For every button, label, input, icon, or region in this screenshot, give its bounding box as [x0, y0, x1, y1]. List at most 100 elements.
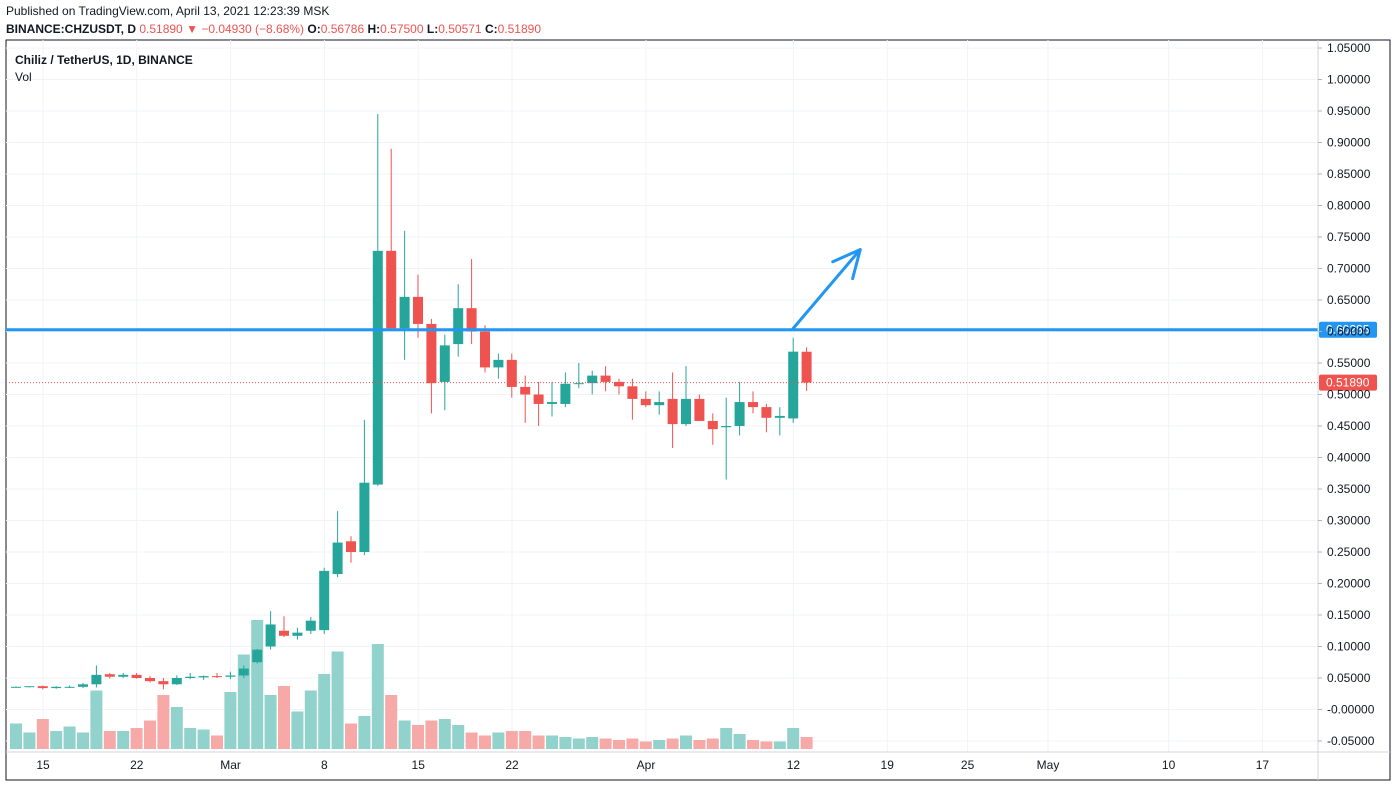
y-tick-label: 0.20000 [1327, 577, 1371, 591]
candle-body [386, 250, 397, 329]
candle-body [171, 678, 182, 685]
y-tick-label: 0.15000 [1327, 608, 1371, 622]
down-arrow-icon: ▼ [186, 22, 198, 36]
volume-bar [666, 738, 679, 749]
candle-body [761, 407, 772, 418]
volume-bar [318, 674, 331, 749]
volume-bar [278, 686, 290, 749]
volume-bar [773, 741, 786, 749]
candle-body [640, 398, 651, 406]
candle-body [24, 686, 35, 688]
volume-bar [291, 711, 304, 749]
candle-body [721, 426, 732, 428]
candle-body [426, 323, 437, 384]
volume-bar [251, 620, 264, 749]
open-value: 0.56786 [320, 22, 365, 36]
arrow-icon [791, 248, 862, 330]
candle-body [305, 620, 316, 631]
volume-bar [103, 731, 116, 749]
candle-body [11, 686, 21, 688]
volume-bar [63, 726, 76, 749]
volume-bar [237, 654, 250, 749]
high-value: 0.57500 [380, 22, 424, 36]
y-tick-label: 0.75000 [1327, 230, 1371, 244]
series-legend[interactable]: Chiliz / TetherUS, 1D, BINANCE [15, 53, 193, 67]
volume-bar [304, 690, 317, 749]
volume-bar [77, 732, 89, 749]
volume-bar [425, 720, 438, 749]
volume-bar [706, 738, 719, 749]
candle-body [694, 398, 705, 421]
volume-bar [519, 731, 532, 749]
volume-bar [197, 729, 210, 749]
volume-bar [385, 695, 398, 749]
candle-body [573, 383, 584, 385]
volume-legend[interactable]: Vol [15, 70, 32, 84]
candle-body [51, 686, 62, 689]
x-tick-label: Mar [220, 758, 241, 772]
x-tick-label: 12 [787, 758, 801, 772]
candle-body [332, 542, 343, 575]
y-tick-label: -0.00000 [1327, 703, 1375, 717]
volume-bar [492, 732, 505, 749]
candle-body [37, 686, 48, 689]
x-tick-label: 22 [130, 758, 144, 772]
x-tick-label: 19 [881, 758, 895, 772]
candle-body [265, 624, 276, 647]
candle-body [587, 375, 598, 384]
volume-bar [653, 740, 666, 749]
x-tick-label: 25 [961, 758, 975, 772]
candle-body [707, 420, 718, 430]
volume-bar [693, 740, 706, 749]
candle-body [131, 674, 142, 678]
volume-bar [10, 723, 22, 749]
time-axis[interactable]: 15 22 Mar 8 15 22 Apr 12 19 25 May 10 17 [6, 751, 1390, 772]
volume-bar [800, 737, 813, 749]
candle-body [520, 386, 531, 395]
volume-bar [211, 735, 223, 749]
y-tick-label: 0.25000 [1327, 545, 1371, 559]
candle-body [774, 415, 785, 418]
candle-body [158, 681, 169, 685]
close-value: 0.51890 [497, 22, 542, 36]
candle-body [372, 250, 383, 485]
y-tick-label: 0.45000 [1327, 419, 1371, 433]
x-tick-label: May [1037, 758, 1060, 772]
y-tick-label: 0.40000 [1327, 451, 1371, 465]
volume-bar [117, 731, 130, 749]
candle-body [145, 678, 155, 682]
volume-bar [331, 651, 344, 749]
last-price-label: 0.51890 [1326, 376, 1370, 390]
drawings[interactable]: 0.60285 0.51890 [6, 248, 1377, 391]
volume-bar [157, 695, 170, 749]
volume-bar [224, 692, 237, 749]
arrow-head [831, 248, 862, 281]
candle-body [346, 541, 356, 552]
candle-body [627, 386, 638, 399]
y-tick-label: 0.35000 [1327, 482, 1371, 496]
candle-body [801, 351, 812, 383]
candle-body [480, 331, 490, 368]
candle-body [279, 630, 289, 636]
volume-bar [626, 738, 639, 749]
volume-bar [787, 728, 800, 749]
volume-bar [613, 740, 625, 749]
volume-bar [559, 737, 572, 749]
y-tick-label: -0.05000 [1327, 734, 1375, 748]
candle-body [413, 296, 423, 324]
volume-bar [586, 737, 599, 749]
volume-bar [130, 728, 143, 749]
candle-body [198, 676, 209, 678]
candle-body [359, 482, 370, 552]
candle-body [788, 351, 799, 419]
candle-body [654, 402, 665, 406]
volume-bar [358, 716, 371, 749]
price-axis[interactable]: 1.05000 1.00000 0.95000 0.90000 0.85000 0.800… [1317, 40, 1375, 780]
candle-body [399, 296, 410, 329]
y-tick-label: 0.55000 [1327, 356, 1371, 370]
candle-body [225, 675, 236, 677]
volume-bar [36, 719, 49, 749]
volume-bar [733, 734, 746, 749]
candle-body [238, 668, 249, 676]
